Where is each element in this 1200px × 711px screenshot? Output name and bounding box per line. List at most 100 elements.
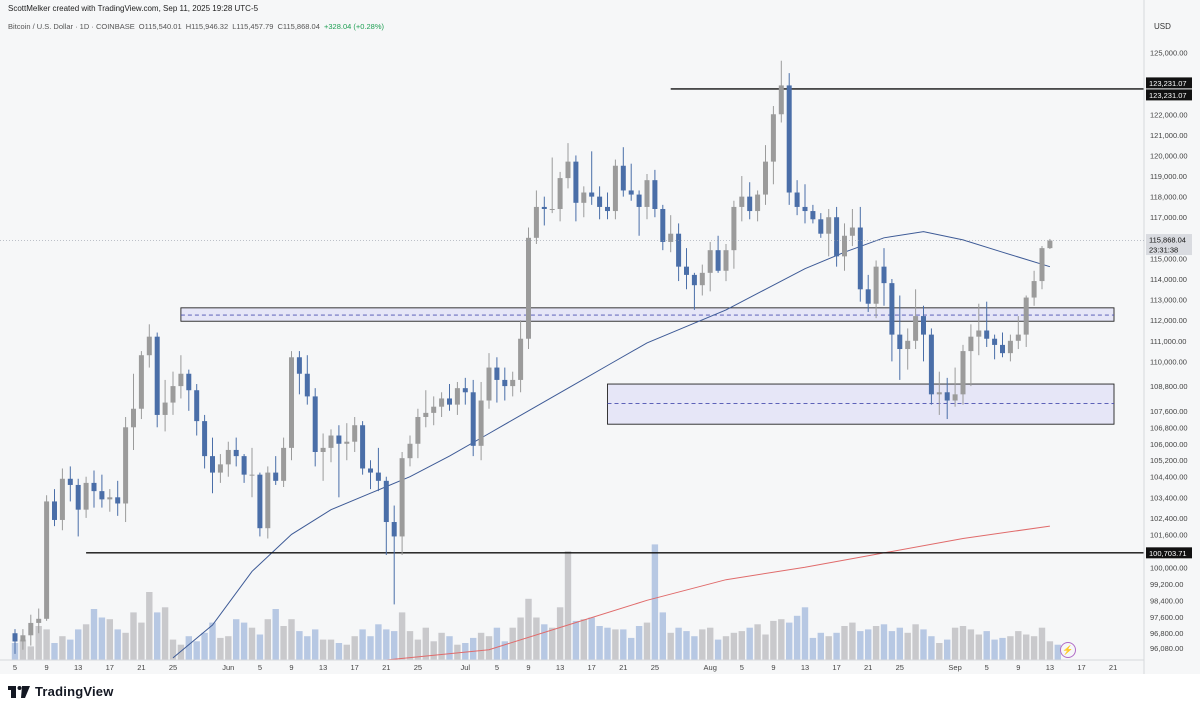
candle-body bbox=[510, 379, 516, 387]
volume-bar bbox=[564, 551, 572, 660]
volume-bar bbox=[967, 629, 975, 660]
change-value: +328.04 (+0.28%) bbox=[323, 22, 385, 31]
footer-bar bbox=[0, 674, 1200, 711]
close-value: C115,868.04 bbox=[277, 22, 320, 31]
y-tick-label: 119,000.00 bbox=[1150, 172, 1187, 181]
candle-body bbox=[921, 316, 926, 335]
volume-bar bbox=[849, 622, 856, 660]
candle-body bbox=[849, 227, 855, 236]
candle-body bbox=[336, 435, 342, 444]
level-price-tag: 123,231.07 bbox=[1149, 79, 1187, 88]
candle-body bbox=[273, 472, 279, 481]
candle-body bbox=[818, 219, 824, 234]
y-tick-label: 113,000.00 bbox=[1150, 296, 1187, 305]
level-price-tag-bg bbox=[1146, 89, 1192, 101]
candle-body bbox=[763, 161, 768, 195]
candle-body bbox=[605, 206, 610, 212]
candle-body bbox=[731, 206, 737, 251]
candle-body bbox=[573, 161, 579, 203]
candle-body bbox=[423, 412, 429, 417]
volume-bar bbox=[659, 612, 666, 660]
volume-bar bbox=[841, 626, 848, 660]
candle-body bbox=[557, 178, 563, 209]
y-tick-label: 111,000.00 bbox=[1150, 337, 1186, 346]
y-tick-label: 96,080.00 bbox=[1150, 644, 1183, 653]
volume-bar bbox=[201, 632, 208, 660]
candle-body bbox=[494, 367, 500, 380]
y-tick-label: 106,000.00 bbox=[1150, 440, 1188, 449]
volume-bar bbox=[248, 627, 256, 660]
volume-bar bbox=[51, 643, 58, 660]
candle-body bbox=[99, 491, 105, 500]
x-tick-label: 5 bbox=[985, 663, 989, 672]
volume-bar bbox=[485, 636, 493, 660]
volume-bar bbox=[770, 620, 777, 660]
candle-body bbox=[873, 266, 879, 304]
volume-bar bbox=[375, 624, 382, 660]
volume-bar bbox=[67, 639, 74, 660]
volume-bar bbox=[541, 624, 548, 660]
y-tick-label: 104,400.00 bbox=[1150, 473, 1188, 482]
volume-bar bbox=[983, 631, 990, 660]
volume-bar bbox=[999, 637, 1006, 660]
open-value: O115,540.01 bbox=[138, 22, 182, 31]
volume-bar bbox=[928, 636, 935, 660]
candle-body bbox=[952, 394, 958, 401]
volume-bar bbox=[801, 607, 809, 660]
volume-bar bbox=[106, 619, 113, 660]
moving-average-short bbox=[172, 231, 1051, 659]
candle-body bbox=[391, 522, 397, 537]
candle-body bbox=[786, 85, 792, 193]
volume-bar bbox=[280, 626, 287, 660]
y-tick-label: 114,000.00 bbox=[1150, 275, 1187, 284]
volume-bar bbox=[122, 632, 129, 660]
candle-body bbox=[889, 283, 895, 335]
volume-bar bbox=[1007, 636, 1014, 660]
x-tick-label: 5 bbox=[13, 663, 17, 672]
volume-bar bbox=[951, 627, 959, 660]
y-tick-label: 121,000.00 bbox=[1150, 131, 1188, 140]
volume-bar bbox=[264, 619, 271, 660]
y-tick-label: 99,200.00 bbox=[1150, 580, 1183, 589]
x-tick-label: 9 bbox=[289, 663, 293, 672]
x-tick-label: 5 bbox=[740, 663, 744, 672]
volume-bar bbox=[825, 636, 832, 660]
candle-body bbox=[312, 396, 318, 452]
volume-bar bbox=[217, 637, 224, 660]
volume-bar bbox=[817, 632, 824, 660]
candle-body bbox=[320, 447, 326, 452]
x-tick-label: 13 bbox=[801, 663, 809, 672]
candle-body bbox=[12, 633, 18, 642]
x-tick-label: 21 bbox=[864, 663, 872, 672]
volume-bar bbox=[904, 632, 911, 660]
tradingview-logo[interactable]: TradingView bbox=[8, 684, 114, 699]
countdown-tag-bg bbox=[1146, 244, 1192, 256]
candle-body bbox=[589, 192, 595, 197]
volume-bar bbox=[722, 636, 730, 660]
volume-bar bbox=[130, 612, 137, 660]
volume-bar bbox=[82, 624, 90, 660]
candle-body bbox=[723, 250, 729, 271]
candle-body bbox=[715, 250, 721, 271]
candle-body bbox=[944, 392, 950, 401]
candle-body bbox=[984, 330, 990, 339]
candle-body bbox=[91, 482, 97, 492]
candle-body bbox=[691, 274, 697, 286]
alert-icon[interactable]: ⚡ bbox=[1060, 642, 1076, 658]
candle-body bbox=[83, 482, 89, 510]
volume-bar bbox=[991, 639, 998, 660]
countdown-tag: 23:31:38 bbox=[1149, 246, 1178, 255]
candle-body bbox=[1000, 344, 1005, 354]
volume-bar bbox=[296, 631, 303, 660]
candle-body bbox=[249, 474, 255, 476]
candle-body bbox=[707, 250, 713, 273]
volume-bar bbox=[470, 637, 477, 660]
candle-body bbox=[913, 316, 919, 341]
tradingview-logo-icon bbox=[8, 685, 30, 698]
volume-bar bbox=[746, 627, 753, 660]
candle-body bbox=[67, 478, 73, 485]
candle-body bbox=[968, 336, 974, 352]
volume-bar bbox=[896, 627, 903, 660]
